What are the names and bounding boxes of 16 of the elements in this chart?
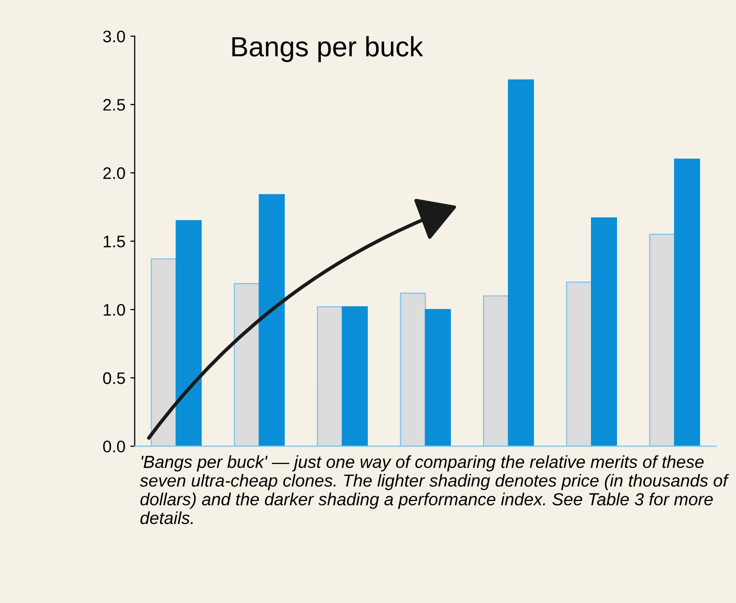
y-tick-label: 2.0 (103, 167, 126, 180)
bar (258, 194, 285, 446)
y-tick-label: 1.5 (104, 236, 125, 248)
text: 'Bangs per buck' — just one way of comparing the relative merits of these seven ultra-cheap clones. The lighter shading denotes price (in thousands of dollars) and the darker shading a performance index. See Table 3 for more details. (140, 455, 730, 524)
y-tick-label: 0.5 (103, 372, 125, 384)
bar (674, 158, 700, 446)
chart-title: Bangs per buck (232, 36, 424, 62)
y-tick-label: 1.0 (104, 304, 126, 316)
bar (424, 308, 451, 446)
bar (176, 220, 202, 446)
bar (342, 306, 368, 446)
bar (590, 217, 618, 446)
y-tick-label: 3.0 (103, 30, 126, 42)
bar (508, 79, 534, 446)
y-tick-label: 2.5 (103, 98, 125, 111)
y-tick-label: 0.0 (103, 440, 126, 452)
